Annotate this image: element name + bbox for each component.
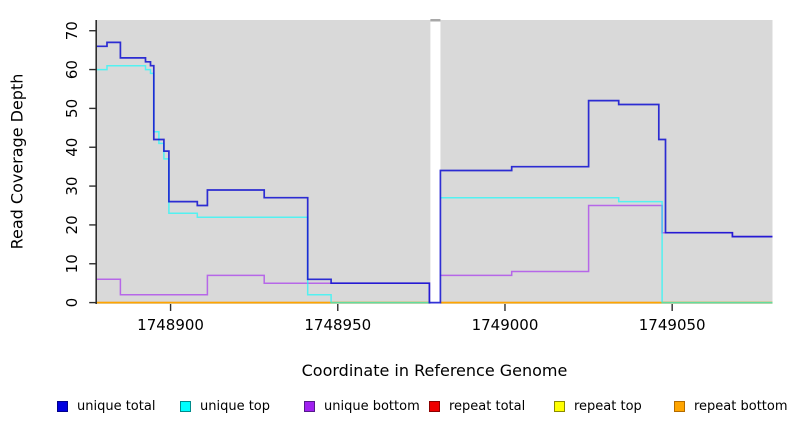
y-tick-label: 50 xyxy=(63,99,81,118)
legend-item-repeat-top: repeat top xyxy=(554,397,642,415)
y-axis-title: Read Coverage Depth xyxy=(7,73,27,250)
y-tick-label: 20 xyxy=(63,215,81,234)
coverage-gap-cap xyxy=(430,19,441,22)
legend-item-unique-total: unique total xyxy=(57,397,155,415)
legend-item-unique-bottom: unique bottom xyxy=(304,397,420,415)
legend: unique total unique top unique bottom repea… xyxy=(0,397,792,417)
series-unique-total xyxy=(97,41,773,304)
x-tick-label: 1748950 xyxy=(304,316,371,334)
legend-label: unique bottom xyxy=(324,398,420,414)
y-tick-label: 30 xyxy=(63,177,81,196)
chart-canvas: 1748900 1748950 1749000 1749050 0 10 20 30 40 50 6… xyxy=(63,19,773,334)
legend-swatch-repeat-top xyxy=(554,400,565,412)
legend-item-unique-top: unique top xyxy=(180,397,270,415)
x-tick-label: 1749000 xyxy=(472,316,539,334)
y-tick-label: 10 xyxy=(63,254,81,273)
y-tick-label: 40 xyxy=(63,138,81,157)
legend-label: repeat total xyxy=(449,398,526,414)
legend-swatch-unique-total xyxy=(57,400,68,412)
coverage-gap-band xyxy=(430,21,441,308)
legend-swatch-repeat-total xyxy=(429,400,440,412)
legend-swatch-repeat-bottom xyxy=(674,400,685,412)
legend-label: repeat top xyxy=(574,398,642,414)
x-axis-title: Coordinate in Reference Genome xyxy=(301,361,568,380)
y-tick-label: 0 xyxy=(63,298,81,308)
x-tick-label: 1748900 xyxy=(137,316,204,334)
y-tick-label: 70 xyxy=(63,21,81,40)
legend-label: unique top xyxy=(200,398,271,414)
legend-swatch-unique-bottom xyxy=(304,400,315,412)
legend-item-repeat-total: repeat total xyxy=(429,397,525,415)
legend-swatch-unique-top xyxy=(180,400,191,412)
y-tick-label: 60 xyxy=(63,60,81,79)
legend-item-repeat-bottom: repeat bottom xyxy=(674,397,788,415)
legend-label: unique total xyxy=(77,398,156,414)
x-tick-label: 1749050 xyxy=(639,316,706,334)
legend-label: repeat bottom xyxy=(694,398,788,414)
